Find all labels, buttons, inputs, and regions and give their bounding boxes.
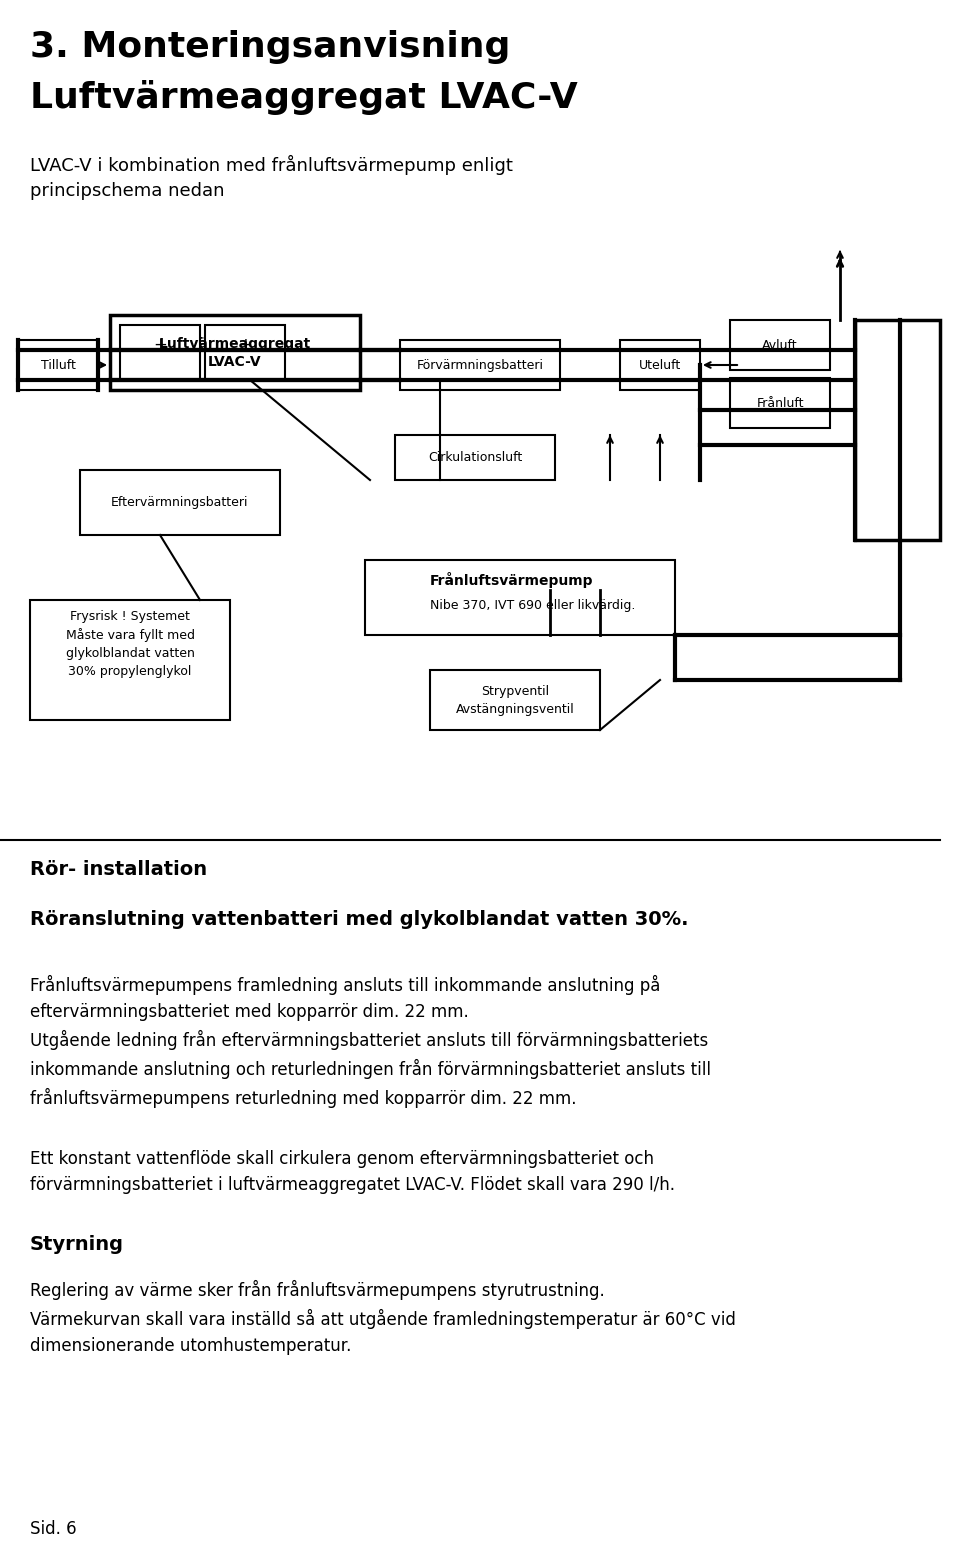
Text: Cirkulationsluft: Cirkulationsluft [428, 451, 522, 463]
Bar [205, 325, 285, 379]
Text: Röranslutning vattenbatteri med glykolblandat vatten 30%.: Röranslutning vattenbatteri med glykolbl… [30, 910, 688, 928]
Text: Sid. 6: Sid. 6 [30, 1519, 77, 1538]
Text: Frånluftsvärmepump: Frånluftsvärmepump [430, 572, 593, 588]
Text: Avluft: Avluft [762, 339, 798, 351]
Text: +: + [238, 336, 252, 355]
Bar [18, 341, 98, 390]
Bar [730, 378, 830, 428]
Text: LVAC-V i kombination med frånluftsvärmepump enligt
principschema nedan: LVAC-V i kombination med frånluftsvärmep… [30, 156, 513, 201]
Text: Nibe 370, IVT 690 eller likvärdig.: Nibe 370, IVT 690 eller likvärdig. [430, 599, 636, 611]
Bar [730, 320, 830, 370]
Text: Eftervärmningsbatteri: Eftervärmningsbatteri [111, 496, 249, 508]
Text: Frånluftsvärmepumpens framledning ansluts till inkommande anslutning på
eftervär: Frånluftsvärmepumpens framledning anslut… [30, 975, 711, 1107]
Text: +: + [153, 336, 167, 355]
Bar [620, 341, 700, 390]
Text: 3. Monteringsanvisning: 3. Monteringsanvisning [30, 30, 511, 64]
Text: Tilluft: Tilluft [40, 359, 76, 372]
Text: Rör- installation: Rör- installation [30, 860, 207, 879]
Text: Ett konstant vattenflöde skall cirkulera genom eftervärmningsbatteriet och
förvä: Ett konstant vattenflöde skall cirkulera… [30, 1151, 675, 1194]
Text: Luftvärmeaggregat
LVAC-V: Luftvärmeaggregat LVAC-V [158, 337, 311, 369]
Bar [395, 435, 555, 480]
Text: Luftvärmeaggregat LVAC-V: Luftvärmeaggregat LVAC-V [30, 79, 578, 115]
Bar [30, 600, 230, 720]
Bar [80, 470, 280, 535]
Text: Förvärmningsbatteri: Förvärmningsbatteri [417, 359, 543, 372]
Text: Uteluft: Uteluft [638, 359, 682, 372]
Bar [365, 560, 675, 634]
Bar [855, 320, 940, 540]
Bar [400, 341, 560, 390]
Bar [110, 316, 360, 390]
Bar [120, 325, 200, 379]
Text: Frånluft: Frånluft [756, 397, 804, 409]
Text: Reglering av värme sker från frånluftsvärmepumpens styrutrustning.
Värmekurvan s: Reglering av värme sker från frånluftsvä… [30, 1280, 736, 1354]
Bar [430, 670, 600, 729]
Text: Strypventil
Avstängningsventil: Strypventil Avstängningsventil [456, 684, 574, 715]
Text: Styrning: Styrning [30, 1235, 124, 1253]
Text: Frysrisk ! Systemet
Måste vara fyllt med
glykolblandat vatten
30% propylenglykol: Frysrisk ! Systemet Måste vara fyllt med… [65, 610, 195, 678]
